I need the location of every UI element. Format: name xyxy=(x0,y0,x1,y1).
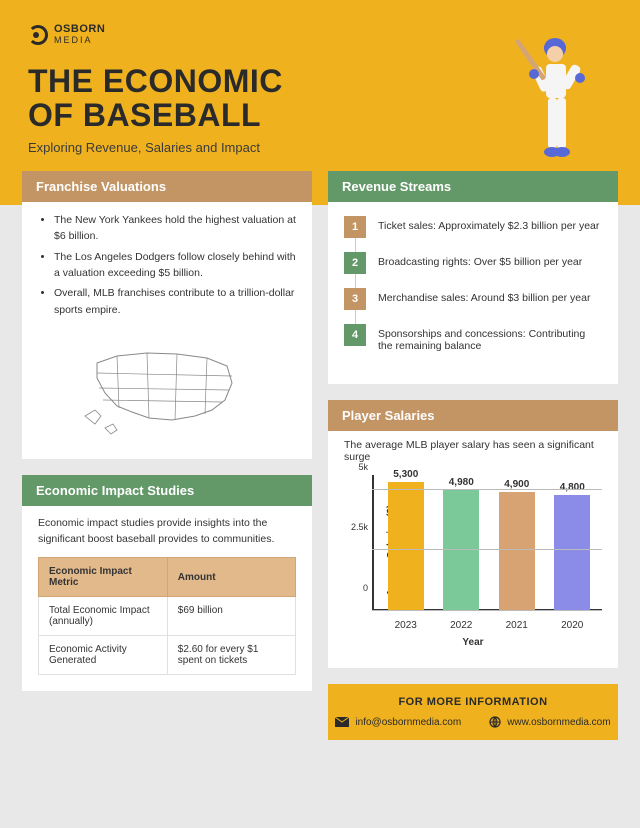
x-tick-label: 2023 xyxy=(385,620,427,631)
salaries-header: Player Salaries xyxy=(328,400,618,431)
franchise-bullet: The New York Yankees hold the highest va… xyxy=(54,212,296,245)
revenue-list: 1 Ticket sales: Approximately $2.3 billio… xyxy=(328,202,618,368)
y-tick-label: 2.5k xyxy=(351,522,368,578)
bar: 5,300 xyxy=(385,469,427,611)
revenue-card: Revenue Streams 1 Ticket sales: Approxima… xyxy=(328,171,618,384)
franchise-header: Franchise Valuations xyxy=(22,171,312,202)
bar: 4,900 xyxy=(496,479,538,611)
table-row: Total Economic Impact (annually)$69 bill… xyxy=(39,597,296,636)
revenue-item: 2 Broadcasting rights: Over $5 billion pe… xyxy=(344,252,602,274)
mail-icon xyxy=(335,717,349,727)
footer: FOR MORE INFORMATION info@osbornmedia.co… xyxy=(328,684,618,740)
franchise-bullets: The New York Yankees hold the highest va… xyxy=(38,212,296,318)
revenue-item: 3 Merchandise sales: Around $3 billion pe… xyxy=(344,288,602,310)
revenue-number: 4 xyxy=(344,324,366,346)
revenue-item: 4 Sponsorships and concessions: Contribut… xyxy=(344,324,602,352)
franchise-bullet: The Los Angeles Dodgers follow closely b… xyxy=(54,249,296,282)
footer-web: www.osbornmedia.com xyxy=(489,716,610,728)
impact-table: Economic Impact Metric Amount Total Econ… xyxy=(38,557,296,675)
revenue-number: 1 xyxy=(344,216,366,238)
revenue-text: Broadcasting rights: Over $5 billion per… xyxy=(378,252,582,268)
footer-title: FOR MORE INFORMATION xyxy=(344,696,602,708)
revenue-header: Revenue Streams xyxy=(328,171,618,202)
x-axis-title: Year xyxy=(344,637,602,648)
revenue-item: 1 Ticket sales: Approximately $2.3 billio… xyxy=(344,216,602,238)
bar: 4,800 xyxy=(551,482,593,612)
impact-col-metric: Economic Impact Metric xyxy=(39,558,168,597)
salaries-caption: The average MLB player salary has seen a… xyxy=(344,439,602,463)
franchise-bullet: Overall, MLB franchises contribute to a … xyxy=(54,285,296,318)
logo-icon xyxy=(28,25,48,45)
globe-icon xyxy=(489,716,501,728)
impact-card: Economic Impact Studies Economic impact … xyxy=(22,475,312,692)
x-tick-label: 2020 xyxy=(551,620,593,631)
logo-sub: MEDIA xyxy=(54,35,105,45)
impact-header: Economic Impact Studies xyxy=(22,475,312,506)
x-tick-label: 2021 xyxy=(496,620,538,631)
impact-col-amount: Amount xyxy=(167,558,295,597)
bar-value: 5,300 xyxy=(393,469,418,480)
salaries-card: Player Salaries The average MLB player s… xyxy=(328,400,618,668)
impact-desc: Economic impact studies provide insights… xyxy=(22,516,312,548)
revenue-text: Sponsorships and concessions: Contributi… xyxy=(378,324,602,352)
revenue-text: Ticket sales: Approximately $2.3 billion… xyxy=(378,216,599,232)
bar-value: 4,800 xyxy=(560,482,585,493)
x-tick-label: 2022 xyxy=(440,620,482,631)
table-row: Economic Activity Generated$2.60 for eve… xyxy=(39,636,296,675)
y-tick-label: 5k xyxy=(358,462,368,518)
salaries-chart: Aveage Salaries ($) 02.5k5k 5,3004,9804,… xyxy=(372,475,602,635)
usa-map-icon xyxy=(77,338,257,438)
bar: 4,980 xyxy=(440,477,482,611)
bar-value: 4,980 xyxy=(449,477,474,488)
baseball-player-illustration xyxy=(490,30,610,175)
y-tick-label: 0 xyxy=(363,583,368,639)
revenue-text: Merchandise sales: Around $3 billion per… xyxy=(378,288,590,304)
revenue-number: 2 xyxy=(344,252,366,274)
franchise-card: Franchise Valuations The New York Yankee… xyxy=(22,171,312,459)
logo-name: OSBORN xyxy=(54,24,105,35)
revenue-number: 3 xyxy=(344,288,366,310)
footer-email: info@osbornmedia.com xyxy=(335,716,461,728)
